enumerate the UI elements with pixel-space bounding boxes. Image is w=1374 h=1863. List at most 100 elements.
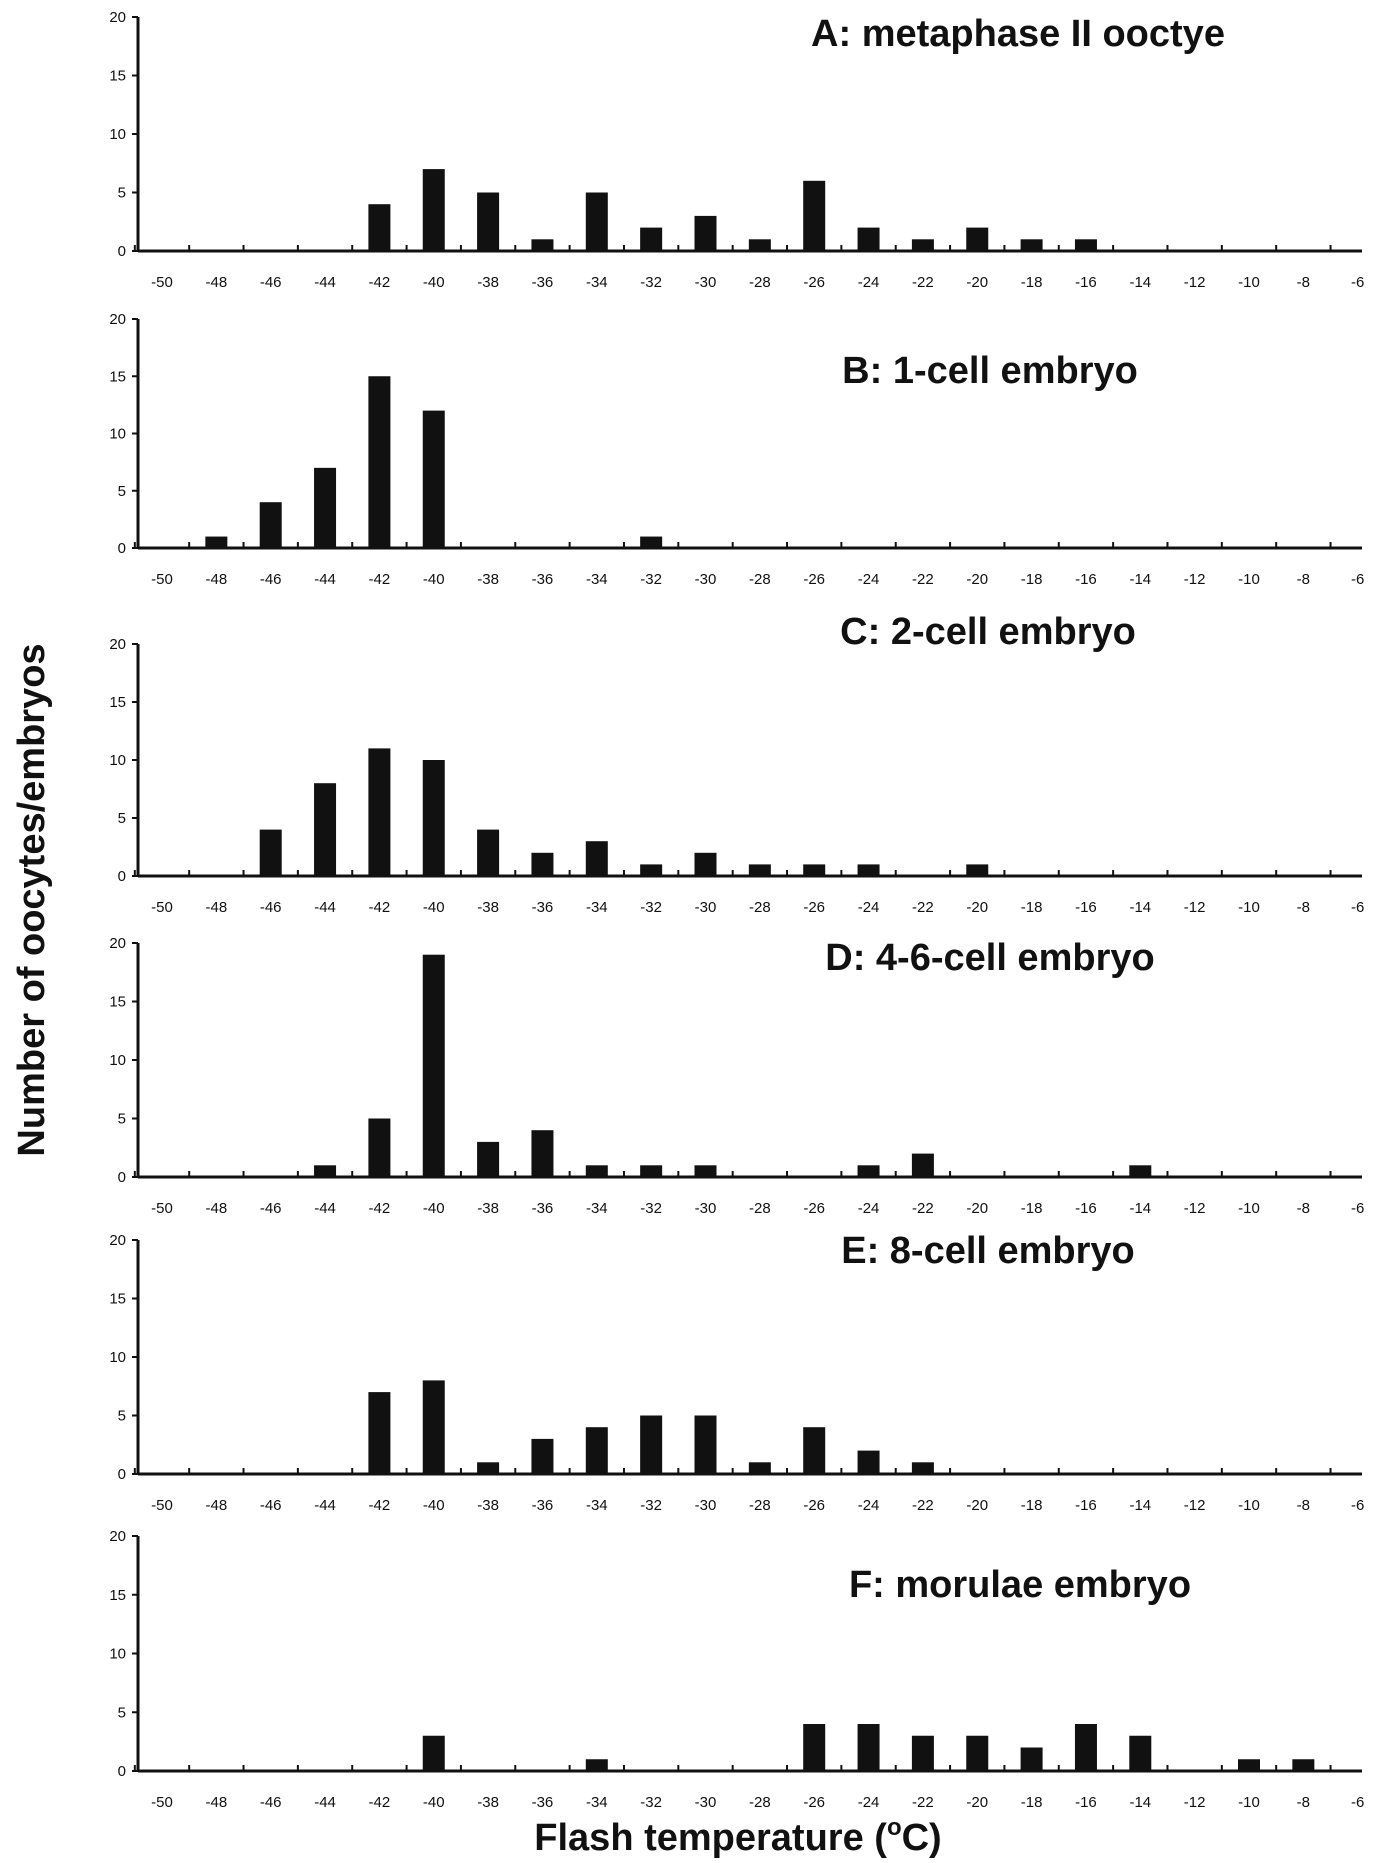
bar [1238, 1759, 1260, 1771]
x-tick-label: -28 [749, 1497, 771, 1514]
x-tick-label: -10 [1238, 571, 1260, 588]
x-tick-label: -6 [1351, 274, 1364, 291]
bar [422, 760, 445, 876]
x-tick-label: -36 [532, 1497, 554, 1514]
bar [422, 1735, 445, 1771]
bar [640, 536, 663, 548]
x-tick-label: -40 [423, 1497, 445, 1514]
x-tick-label: -38 [477, 1794, 499, 1811]
x-tick-label: -6 [1351, 1497, 1364, 1514]
x-tick-label: -44 [314, 1794, 336, 1811]
x-tick-label: -32 [640, 1497, 662, 1514]
bar [531, 1130, 554, 1177]
x-tick-label: -42 [369, 1200, 391, 1217]
x-tick-label: -28 [749, 899, 771, 916]
bar [531, 239, 554, 251]
bar [585, 1165, 608, 1177]
x-axis-title: Flash temperature (oC) [534, 1814, 941, 1859]
bar [314, 783, 337, 876]
x-tick-label: -24 [858, 1794, 880, 1811]
y-tick-label: 10 [109, 752, 126, 769]
bar [259, 829, 282, 876]
bar [477, 829, 500, 876]
x-tick-label: -18 [1021, 274, 1043, 291]
x-tick-label: -26 [803, 571, 825, 588]
bar [477, 1462, 500, 1474]
bar [748, 864, 771, 876]
bar [1074, 239, 1097, 251]
y-tick-label: 20 [109, 1528, 126, 1545]
x-tick-label: -50 [151, 1794, 173, 1811]
x-tick-label: -10 [1238, 1794, 1260, 1811]
x-tick-label: -26 [803, 1200, 825, 1217]
x-tick-label: -8 [1297, 274, 1310, 291]
x-tick-label: -22 [912, 1200, 934, 1217]
y-tick-label: 0 [118, 868, 126, 885]
bar [857, 1165, 880, 1177]
y-tick-label: 15 [109, 994, 126, 1011]
x-tick-label: -40 [423, 1794, 445, 1811]
x-tick-label: -10 [1238, 1200, 1260, 1217]
y-tick-label: 10 [109, 426, 126, 443]
x-tick-label: -20 [966, 571, 988, 588]
panel-b: 0 5 10 15 20 -50 -48 -46 -44 -42 -40 -38 -36 -34 -32 -3… [109, 311, 1364, 588]
x-tick-label: -46 [260, 1497, 282, 1514]
panel-d: 0 5 10 15 20 -50 -48 -46 -44 -42 -40 -38 -36 -34 -32 -3… [109, 935, 1364, 1217]
y-tick-label: 5 [118, 483, 126, 500]
bar [857, 864, 880, 876]
x-tick-label: -40 [423, 1200, 445, 1217]
x-tick-label: -28 [749, 571, 771, 588]
y-tick-label: 5 [118, 810, 126, 827]
y-tick-label: 15 [109, 694, 126, 711]
x-tick-label: -40 [423, 571, 445, 588]
x-tick-label: -14 [1129, 899, 1151, 916]
x-tick-label: -30 [695, 1794, 717, 1811]
bar [803, 864, 826, 876]
bar [694, 215, 717, 251]
x-tick-label: -22 [912, 571, 934, 588]
bar [640, 1415, 663, 1474]
bar [422, 410, 445, 548]
x-tick-label: -42 [369, 1794, 391, 1811]
x-tick-label: -46 [260, 899, 282, 916]
bar [911, 1735, 934, 1771]
x-tick-label: -36 [532, 1200, 554, 1217]
x-tick-label: -42 [369, 899, 391, 916]
x-tick-label: -34 [586, 274, 608, 291]
x-tick-label: -30 [695, 571, 717, 588]
x-tick-label: -48 [206, 274, 228, 291]
x-tick-label: -48 [206, 1200, 228, 1217]
bar [531, 852, 554, 876]
bar [585, 1427, 608, 1474]
x-tick-label: -18 [1021, 571, 1043, 588]
x-tick-label: -24 [858, 274, 880, 291]
x-tick-label: -14 [1129, 274, 1151, 291]
x-tick-label: -22 [912, 899, 934, 916]
x-tick-label: -22 [912, 1794, 934, 1811]
x-tick-label: -6 [1351, 899, 1364, 916]
x-tick-label: -44 [314, 1200, 336, 1217]
x-tick-label: -12 [1184, 899, 1206, 916]
bar [259, 502, 282, 548]
bar [422, 954, 445, 1177]
bar [368, 1392, 391, 1474]
x-tick-label: -38 [477, 1497, 499, 1514]
y-tick-label: 10 [109, 1052, 126, 1069]
x-axis-title-superscript: o [887, 1814, 902, 1841]
y-axis-title: Number of oocytes/embryos [11, 643, 53, 1156]
x-tick-label: -20 [966, 899, 988, 916]
bar [477, 192, 500, 251]
x-tick-label: -12 [1184, 1497, 1206, 1514]
x-tick-label: -18 [1021, 1794, 1043, 1811]
y-tick-label: 5 [118, 1111, 126, 1128]
bar [205, 536, 228, 548]
x-tick-label: -28 [749, 1794, 771, 1811]
x-tick-label: -40 [423, 274, 445, 291]
bar [477, 1141, 500, 1177]
bar [911, 1462, 934, 1474]
y-tick-label: 5 [118, 1704, 126, 1721]
x-tick-label: -36 [532, 1794, 554, 1811]
bar [911, 1153, 934, 1177]
x-tick-label: -28 [749, 1200, 771, 1217]
